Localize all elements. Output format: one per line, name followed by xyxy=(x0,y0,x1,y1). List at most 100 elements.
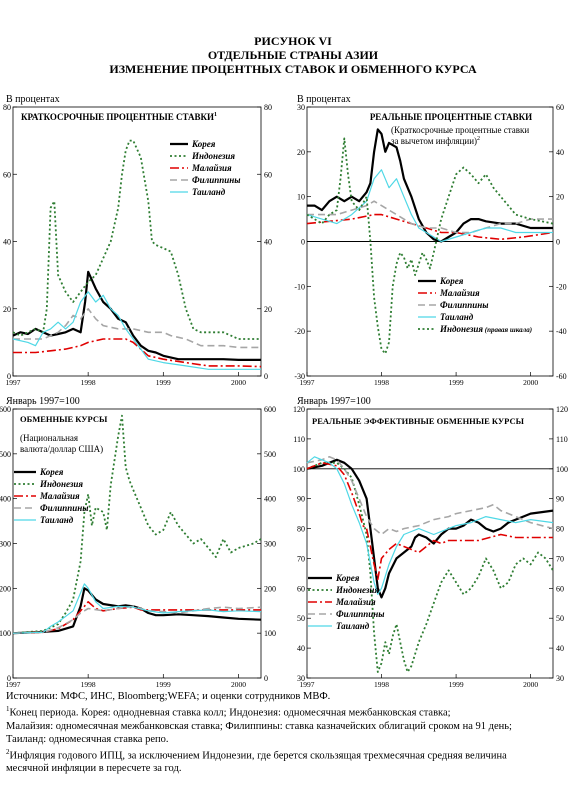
real-rates-ytick-label-left: 20 xyxy=(297,148,305,157)
exchange-rates-ytick-label-left: 600 xyxy=(0,405,11,414)
figure-label: РИСУНОК VI xyxy=(254,34,332,48)
real-rates-title: РЕАЛЬНЫЕ ПРОЦЕНТНЫЕ СТАВКИ xyxy=(370,112,532,122)
real-effective-legend-label-malaysia: Малайзия xyxy=(335,597,376,607)
real-effective-xtick-label: 1997 xyxy=(300,680,315,689)
footnote-1-end: Таиланд: одномесячная ставка репо. xyxy=(6,733,169,745)
exchange-rates-xtick-label: 1999 xyxy=(156,680,171,689)
real-rates-ytick-label-left: -20 xyxy=(294,327,305,336)
real-rates-legend-label-thailand: Таиланд xyxy=(440,312,474,322)
real-effective-series-korea xyxy=(306,458,554,599)
real-effective-title: РЕАЛЬНЫЕ ЭФФЕКТИВНЫЕ ОБМЕННЫЕ КУРСЫ xyxy=(312,416,525,426)
real-rates-series-thailand xyxy=(306,169,553,243)
exchange-rates-ytick-label-right: 600 xyxy=(264,405,276,414)
short-rates-xtick-label: 1998 xyxy=(81,378,96,387)
real-rates-ytick-label-left: 30 xyxy=(297,103,305,112)
short-rates-title-footnote-mark: 1 xyxy=(214,112,217,118)
unit-label-top-right: В процентах xyxy=(297,94,351,105)
exchange-rates-legend-label-malaysia: Малайзия xyxy=(39,491,80,501)
figure-subtitle: ОТДЕЛЬНЫЕ СТРАНЫ АЗИИ xyxy=(207,48,379,62)
real-effective-legend-label-indonesia: Индонезия xyxy=(335,585,379,595)
real-rates-xtick-label: 1997 xyxy=(300,378,315,387)
exchange-rates-subtitle-line: валюта/доллар США) xyxy=(20,444,103,454)
exchange-rates-ytick-label-left: 0 xyxy=(7,674,11,683)
real-effective-xtick-label: 1998 xyxy=(374,680,389,689)
real-effective-ytick-label-right: 90 xyxy=(556,495,564,504)
real-rates-ytick-label-right: 0 xyxy=(556,238,560,247)
exchange-rates-ytick-label-left: 200 xyxy=(0,584,11,593)
footnote-1: 1Конец периода. Корея: однодневная ставк… xyxy=(6,705,451,719)
real-effective-ytick-label-left: 100 xyxy=(293,465,305,474)
unit-label-top-left: В процентах xyxy=(6,94,60,105)
real-rates-ytick-label-right: -20 xyxy=(556,282,567,291)
short-rates-series-malaysia xyxy=(13,338,262,368)
real-rates-ytick-label-right: -60 xyxy=(556,372,567,381)
real-effective-series-malaysia xyxy=(306,462,553,581)
real-effective-xtick-label: 2000 xyxy=(523,680,538,689)
real-rates-subtitle-line: (Краткосрочные процентные ставки xyxy=(391,125,529,135)
real-effective-ytick-label-left: 70 xyxy=(297,554,305,563)
real-effective-plot-frame xyxy=(306,408,554,679)
real-rates-ytick-label-right: -40 xyxy=(556,327,567,336)
short-rates-xtick-label: 1997 xyxy=(6,378,21,387)
real-rates-subtitle-line: за вычетом инфляции)2 xyxy=(391,136,480,146)
exchange-rates-ytick-label-right: 0 xyxy=(264,674,268,683)
real-rates-legend-label-philippines: Филиппины xyxy=(440,300,489,310)
real-rates-series-malaysia xyxy=(306,213,554,241)
real-effective-legend-label-korea: Корея xyxy=(335,573,360,583)
footnote-2: 2Инфляция годового ИПЦ, за исключением И… xyxy=(6,747,507,762)
real-rates-xtick-label: 1998 xyxy=(374,378,389,387)
real-rates-ytick-label-right: 60 xyxy=(556,103,564,112)
real-rates-ytick-label-left: -10 xyxy=(294,282,305,291)
real-rates-ytick-label-right: 40 xyxy=(556,148,564,157)
short-rates-series-korea xyxy=(12,270,261,361)
real-effective-ytick-label-right: 50 xyxy=(556,614,564,623)
exchange-rates-ytick-label-right: 100 xyxy=(264,629,276,638)
real-rates-ytick-label-left: -30 xyxy=(294,372,305,381)
real-effective-ytick-label-right: 120 xyxy=(556,405,568,414)
real-effective-ytick-label-right: 70 xyxy=(556,554,564,563)
real-rates-ytick-label-left: 10 xyxy=(297,193,305,202)
exchange-rates-ytick-label-left: 300 xyxy=(0,540,11,549)
short-rates-ytick-label-left: 80 xyxy=(3,103,11,112)
figure-titles: РИСУНОК VI ОТДЕЛЬНЫЕ СТРАНЫ АЗИИ ИЗМЕНЕН… xyxy=(0,34,586,76)
real-effective-ytick-label-right: 60 xyxy=(556,584,564,593)
real-rates-xtick-label: 2000 xyxy=(523,378,538,387)
short-rates-legend-label-malaysia: Малайзия xyxy=(191,163,232,173)
short-rates-ytick-label-right: 40 xyxy=(264,238,272,247)
exchange-rates-legend-label-indonesia: Индонезия xyxy=(39,479,83,489)
real-effective-ytick-label-right: 80 xyxy=(556,525,564,534)
real-rates-subtitle-footnote-mark: 2 xyxy=(477,136,480,142)
short-rates-legend-label-philippines: Филиппины xyxy=(192,175,241,185)
real-effective-ytick-label-right: 40 xyxy=(556,644,564,653)
short-rates-legend-label-thailand: Таиланд xyxy=(192,187,226,197)
short-rates-ytick-label-left: 60 xyxy=(3,170,11,179)
real-effective-legend-label-thailand: Таиланд xyxy=(336,621,370,631)
exchange-rates-ytick-label-right: 300 xyxy=(264,540,276,549)
exchange-rates-series-malaysia xyxy=(12,601,261,634)
short-rates-series-thailand xyxy=(12,291,261,370)
real-effective-xtick-label: 1999 xyxy=(449,680,464,689)
short-rates-series-indonesia xyxy=(12,139,261,340)
real-rates-series-philippines xyxy=(307,200,553,234)
exchange-rates-series-philippines xyxy=(12,605,262,634)
real-rates-ytick-label-left: 0 xyxy=(301,238,305,247)
real-effective-ytick-label-left: 30 xyxy=(297,674,305,683)
short-rates-ytick-label-right: 60 xyxy=(264,170,272,179)
exchange-rates-ytick-label-left: 100 xyxy=(0,629,11,638)
real-effective-ytick-label-left: 120 xyxy=(293,405,305,414)
real-effective-ytick-label-left: 110 xyxy=(293,435,305,444)
real-effective-ytick-label-left: 90 xyxy=(297,495,305,504)
short-rates-ytick-label-left: 40 xyxy=(3,238,11,247)
real-effective-legend-label-philippines: Филиппины xyxy=(336,609,385,619)
exchange-rates-ytick-label-left: 500 xyxy=(0,450,11,459)
exchange-rates-ytick-label-right: 200 xyxy=(264,584,276,593)
exchange-rates-xtick-label: 1998 xyxy=(81,680,96,689)
exchange-rates-legend-label-philippines: Филиппины xyxy=(40,503,89,513)
real-rates-legend-label-malaysia: Малайзия xyxy=(439,288,480,298)
short-rates-legend-label-korea: Корея xyxy=(191,139,216,149)
short-rates-ytick-label-right: 20 xyxy=(264,305,272,314)
footnote-1-cont: Малайзия: одномесячная межбанковская ста… xyxy=(6,720,512,732)
short-rates-xtick-label: 1999 xyxy=(156,378,171,387)
short-rates-ytick-label-right: 80 xyxy=(264,103,272,112)
